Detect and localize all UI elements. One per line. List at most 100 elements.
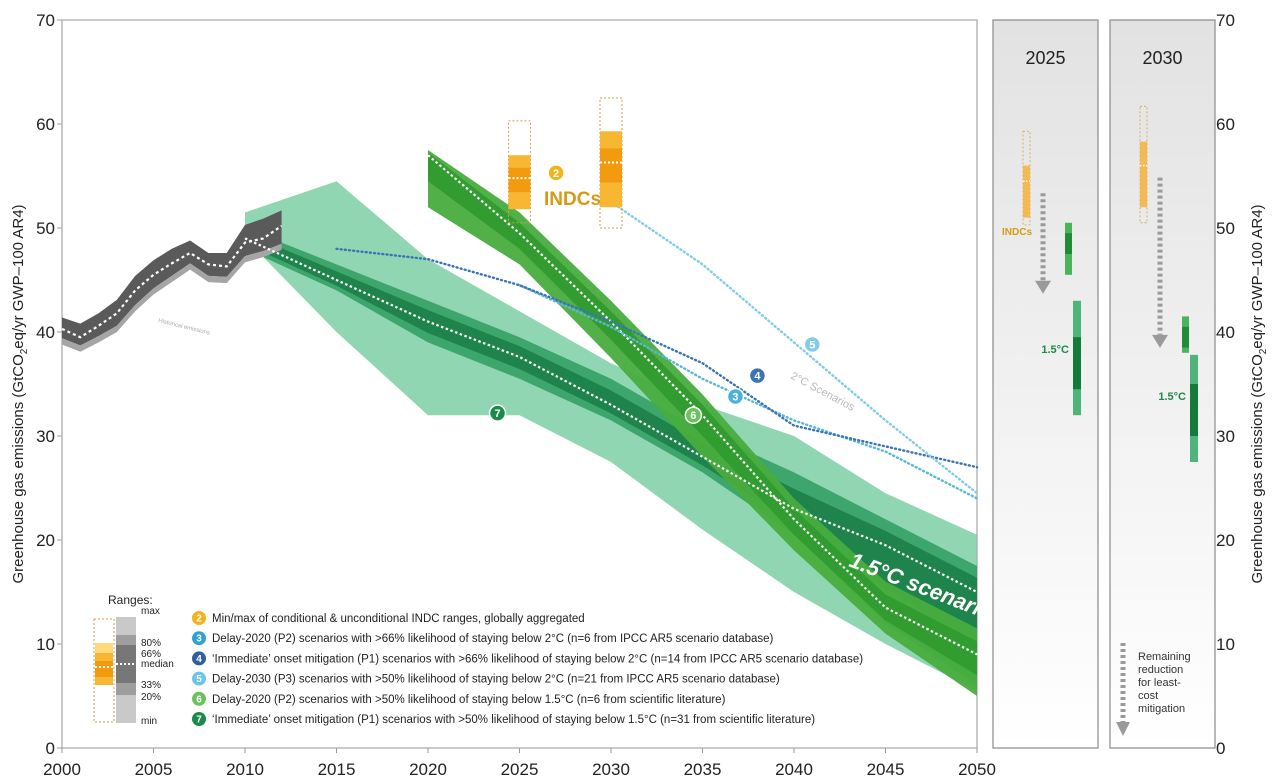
panel-2030-indc-band — [1140, 141, 1147, 208]
marker-5-label: 5 — [809, 339, 815, 351]
y-tick-label-right-50: 50 — [1216, 219, 1235, 238]
panel-2025-reduction-arrowhead — [1035, 280, 1051, 294]
x-tick-label-2030: 2030 — [592, 760, 630, 779]
marker-2 — [547, 164, 565, 182]
scenario-7-band-outer — [245, 228, 977, 686]
scenario-7-median-line — [244, 237, 978, 593]
x-axis: 2000 2005 2010 2015 2020 2025 2030 2035 2040 2045… — [43, 748, 996, 779]
panel-2030-reduction-arrowhead — [1152, 334, 1168, 348]
marker-6 — [684, 406, 703, 424]
legend-item-7-text: ‘Immediate’ onset mitigation (P1) scenar… — [212, 714, 815, 726]
legend-item-2-icon — [192, 611, 206, 625]
x-tick-label-2040: 2040 — [775, 760, 813, 779]
series-layer — [61, 97, 979, 696]
legend: Ranges: max 80%66%median 33%20% min 2 Min/ma… — [93, 593, 863, 727]
y-tick-label-right-60: 60 — [1216, 115, 1235, 134]
x-tick-label-2050: 2050 — [958, 760, 996, 779]
legend-range-label: min — [141, 716, 157, 727]
legend-item-2-text: Min/max of conditional & unconditional I… — [212, 613, 585, 625]
legend-range-label: 20% — [141, 692, 161, 703]
indcs-label: INDCs — [544, 189, 601, 210]
y-tick-label-left-20: 20 — [36, 531, 55, 550]
panel-2030-title: 2030 — [1142, 48, 1182, 68]
y-tick-label-right-70: 70 — [1216, 11, 1235, 30]
x-tick-label-2015: 2015 — [318, 760, 356, 779]
panel-2030-frame — [1109, 19, 1216, 749]
legend-ranges-title: Ranges: — [108, 593, 153, 607]
panel-2025-title: 2025 — [1025, 48, 1065, 68]
x-tick-label-2000: 2000 — [43, 760, 81, 779]
y-tick-label-right-30: 30 — [1216, 427, 1235, 446]
y-axis-right: 0 10 20 30 40 50 60 70 — [1216, 11, 1235, 758]
y-tick-label-left-50: 50 — [36, 219, 55, 238]
legend-range-label: median — [141, 659, 174, 670]
legend-item-2-number: 2 — [196, 614, 202, 625]
panel-2025-indcs-label: INDCs — [1002, 227, 1032, 238]
y-axis-title-left: Greenhouse gas emissions (GtCO2eq/yr GWP… — [10, 204, 30, 583]
marker-7-label: 7 — [494, 408, 500, 420]
legend-item-3-number: 3 — [196, 634, 202, 645]
panel-2030-onefive-label: 1.5°C — [1158, 391, 1186, 403]
legend-indc-swatch-frame — [93, 618, 115, 723]
x-tick-label-2025: 2025 — [501, 760, 539, 779]
panel-2025: 2025 1.5°C INDCs — [992, 19, 1099, 749]
legend-item-6-text: Delay-2020 (P2) scenarios with >50% like… — [212, 694, 726, 706]
panel-note-line: Remaining — [1138, 651, 1191, 663]
legend-item-3-icon — [192, 631, 206, 646]
legend-item-5-number: 5 — [196, 674, 202, 685]
y-tick-label-left-60: 60 — [36, 115, 55, 134]
scenario-4-median-line — [335, 247, 979, 469]
x-tick-label-2045: 2045 — [867, 760, 905, 779]
panel-2025-indc-band — [1023, 165, 1030, 218]
panel-note-line: mitigation — [1138, 703, 1185, 715]
x-tick-label-2035: 2035 — [684, 760, 722, 779]
legend-indc-band-outer — [95, 643, 113, 653]
indc-2030-inner — [600, 148, 622, 183]
marker-layer: 2 3 4 5 6 7 — [488, 164, 822, 424]
legend-range-label: 33% — [141, 680, 161, 691]
legend-range-label: 66% — [141, 649, 161, 660]
panel-2025-frame — [992, 19, 1099, 749]
historical-band-low — [62, 243, 282, 352]
x-tick-label-2005: 2005 — [135, 760, 173, 779]
panel-2025-scenario-6-core — [1065, 233, 1072, 254]
panel-2030-scenario-6-core — [1182, 326, 1189, 348]
side-panels: 2025 1.5°C INDCs 2030 1.5°C Remainingreductio… — [992, 19, 1216, 749]
legend-indc-band-inner — [95, 661, 113, 677]
scenario-5-median-line — [609, 200, 979, 495]
y-axis-title-right: Greenhouse gas emissions (GtCO2eq/yr GWP… — [1249, 204, 1269, 583]
scenario-7-band-inner — [245, 232, 977, 644]
legend-item-6-icon — [192, 691, 206, 706]
scenario-6-median-line — [427, 154, 978, 656]
marker-4-label: 4 — [754, 371, 761, 383]
y-tick-label-right-0: 0 — [1216, 739, 1225, 758]
legend-range-label: max — [141, 606, 160, 617]
y-tick-label-left-70: 70 — [36, 11, 55, 30]
y-tick-label-right-20: 20 — [1216, 531, 1235, 550]
legend-range-labels: max 80%66%median 33%20% min — [141, 606, 174, 727]
marker-4 — [748, 366, 767, 385]
legend-item-7-number: 7 — [196, 715, 202, 726]
y-tick-label-left-40: 40 — [36, 323, 55, 342]
legend-range-label: 80% — [141, 638, 161, 649]
marker-3 — [726, 387, 745, 406]
legend-items: 2 Min/max of conditional & unconditional … — [192, 611, 863, 726]
y-axis-left: 0 10 20 30 40 50 60 70 — [36, 11, 62, 758]
y-tick-label-left-10: 10 — [36, 635, 55, 654]
historical-band — [62, 210, 282, 346]
panel-2025-scenario-7-core — [1073, 337, 1081, 390]
legend-item-3-text: Delay-2020 (P2) scenarios with >66% like… — [212, 633, 774, 645]
scenario-3-median-line — [518, 284, 979, 500]
legend-item-4-icon — [192, 651, 206, 666]
panel-note-line: cost — [1138, 690, 1158, 702]
marker-2-label: 2 — [553, 168, 559, 180]
panel-note-arrowhead — [1116, 722, 1130, 736]
y-tick-label-left-30: 30 — [36, 427, 55, 446]
legend-item-4-number: 4 — [196, 654, 202, 665]
indc-2025-inner — [508, 167, 531, 193]
x-tick-label-2010: 2010 — [226, 760, 264, 779]
panel-note-line: for least- — [1138, 677, 1181, 689]
panel-note-line: reduction — [1138, 664, 1183, 676]
